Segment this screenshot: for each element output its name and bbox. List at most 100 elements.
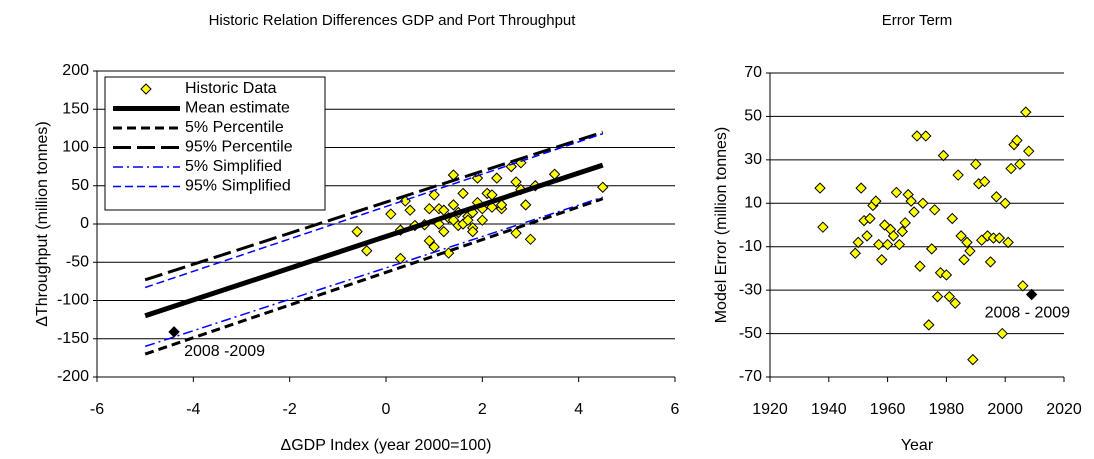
point — [967, 353, 979, 366]
point — [990, 191, 1003, 203]
point — [864, 212, 876, 225]
point — [993, 232, 1006, 244]
y-tick-label: 30 — [744, 151, 762, 168]
y-tick-label: -30 — [739, 281, 762, 298]
legend-label: Historic Data — [185, 80, 277, 97]
point — [996, 327, 1008, 340]
point — [870, 195, 882, 207]
point — [849, 247, 861, 259]
legend-label: 5% Percentile — [185, 119, 284, 136]
x-tick-label: -4 — [186, 401, 200, 418]
point — [495, 199, 508, 211]
point — [428, 189, 440, 201]
x-tick-label: 1980 — [929, 401, 965, 418]
x-axis-label: Year — [901, 437, 934, 454]
point — [423, 235, 436, 247]
y-tick-label: 150 — [62, 100, 89, 117]
point — [457, 187, 469, 200]
point — [920, 130, 932, 142]
point — [999, 197, 1011, 209]
x-tick-label: 1960 — [870, 401, 906, 418]
y-tick-label: -200 — [57, 368, 89, 385]
y-tick-label: 50 — [744, 108, 762, 125]
point — [943, 290, 956, 303]
point — [914, 260, 926, 272]
y-tick-label: 200 — [62, 62, 89, 79]
highlight-point — [168, 326, 180, 338]
point — [952, 169, 964, 181]
y-tick-label: 10 — [744, 195, 762, 212]
point — [937, 149, 950, 162]
point — [1023, 145, 1035, 157]
x-tick-label: 1920 — [752, 401, 788, 418]
point — [984, 256, 997, 268]
x-axis-label: ΔGDP Index (year 2000=100) — [281, 437, 492, 454]
point — [404, 204, 416, 216]
point — [351, 225, 363, 238]
point — [949, 297, 961, 309]
y-tick-label: 0 — [80, 215, 89, 232]
point — [462, 214, 474, 226]
point — [855, 182, 867, 194]
x-tick-label: 4 — [574, 401, 583, 418]
point — [385, 208, 397, 220]
point — [447, 199, 460, 211]
y-axis-label: ΔThroughput (million tonnes) — [34, 121, 51, 326]
point — [1014, 158, 1026, 170]
point — [1002, 236, 1014, 249]
x-tick-label: -2 — [283, 401, 297, 418]
line — [144, 130, 604, 282]
chart-title: Error Term — [882, 12, 953, 29]
legend-label: 5% Simplified — [185, 158, 282, 175]
y-tick-label: -50 — [66, 253, 89, 270]
point — [438, 225, 450, 238]
x-tick-label: 2000 — [987, 401, 1023, 418]
point — [899, 217, 911, 229]
legend-label: 95% Percentile — [185, 139, 293, 156]
y-tick-label: -100 — [57, 292, 89, 309]
point — [908, 206, 920, 218]
point — [928, 204, 941, 216]
y-tick-label: -70 — [739, 368, 762, 385]
point — [817, 221, 829, 233]
line — [144, 162, 604, 319]
point — [964, 245, 976, 257]
point — [955, 230, 967, 242]
line — [144, 196, 603, 348]
y-axis-label: Model Error (million tonnes) — [713, 127, 730, 324]
point — [423, 202, 436, 215]
point — [1005, 162, 1017, 175]
point — [861, 230, 873, 242]
point — [893, 238, 906, 251]
line — [144, 133, 603, 289]
y-tick-label: 50 — [71, 177, 89, 194]
x-tick-label: 1940 — [811, 401, 847, 418]
point — [887, 230, 900, 242]
legend-label: Mean estimate — [185, 100, 290, 117]
legend-swatch — [140, 83, 152, 95]
point — [925, 243, 938, 255]
point — [476, 214, 489, 226]
y-tick-label: -50 — [739, 325, 762, 342]
point — [905, 195, 917, 207]
point — [466, 225, 479, 238]
point — [1011, 134, 1023, 147]
line — [144, 197, 604, 356]
point — [961, 236, 973, 249]
y-tick-label: 100 — [62, 139, 89, 156]
y-tick-label: -10 — [739, 238, 762, 255]
x-tick-label: 2 — [478, 401, 487, 418]
y-tick-label: 70 — [744, 64, 762, 81]
x-tick-label: -6 — [90, 401, 104, 418]
y-tick-label: -150 — [57, 330, 89, 347]
point — [814, 182, 826, 194]
point — [896, 225, 909, 238]
point — [491, 172, 503, 184]
point — [923, 319, 935, 331]
annotation: 2008 -2009 — [184, 343, 265, 360]
legend-box — [104, 76, 326, 211]
point — [911, 130, 923, 142]
point — [890, 186, 903, 199]
point — [970, 158, 982, 170]
